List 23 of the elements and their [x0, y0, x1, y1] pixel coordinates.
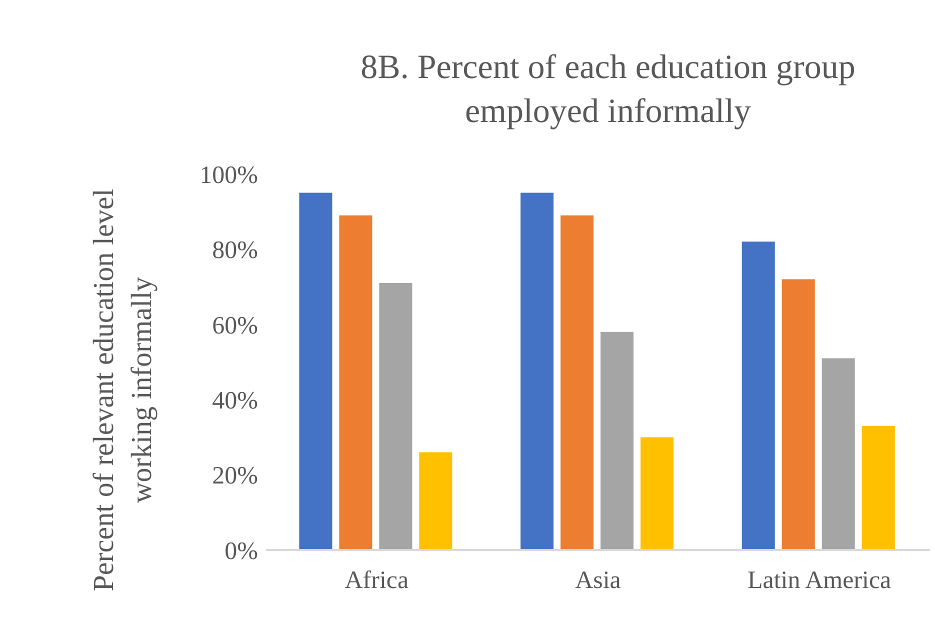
x-tick-label: Asia	[575, 566, 621, 594]
y-tick-label: 0%	[224, 538, 258, 565]
chart-title: 8B. Percent of each education group employed informally	[360, 48, 856, 132]
y-axis-title: Percent of relevant education level working informally	[87, 188, 159, 594]
bar	[862, 426, 895, 550]
bar	[600, 332, 634, 550]
bar	[560, 215, 594, 550]
bar	[822, 358, 855, 550]
bar	[379, 283, 412, 550]
x-tick-label: Latin America	[747, 566, 892, 594]
y-tick-label: 20%	[212, 462, 258, 490]
bar	[782, 279, 815, 550]
y-tick-label: 100%	[200, 162, 258, 189]
bar	[640, 437, 674, 550]
x-tick-label: Africa	[344, 566, 409, 594]
bar	[742, 242, 775, 550]
bar	[339, 215, 372, 550]
bar	[520, 192, 554, 550]
y-tick-label: 60%	[212, 312, 258, 340]
bar	[419, 452, 452, 550]
y-tick-label: 80%	[212, 237, 258, 264]
y-tick-label: 40%	[212, 387, 258, 414]
bar	[299, 192, 332, 550]
